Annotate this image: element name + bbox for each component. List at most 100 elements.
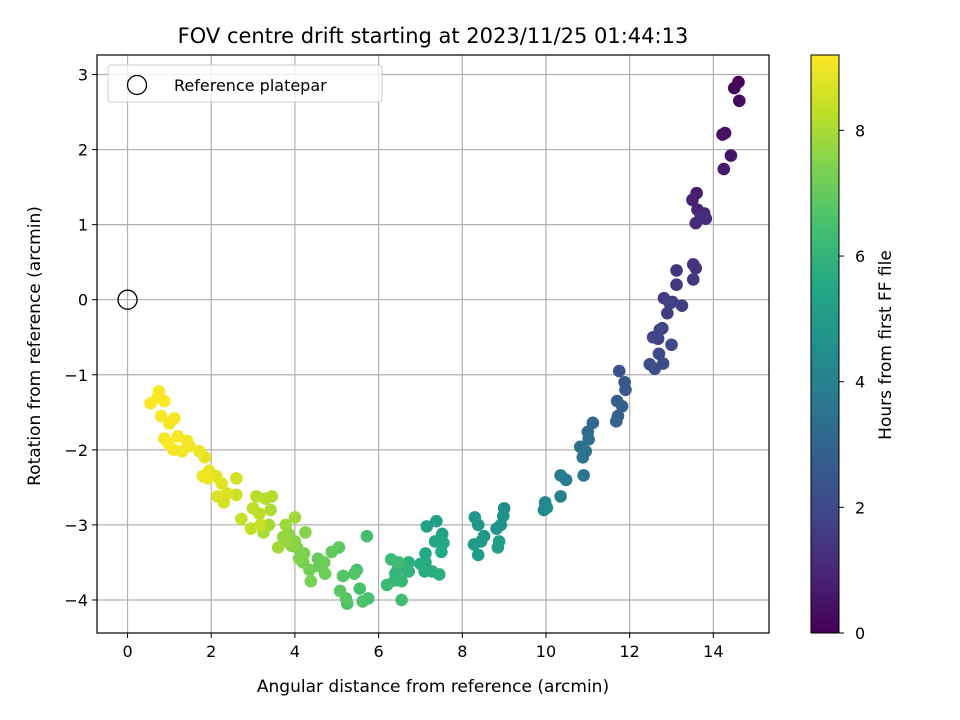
colorbar: 0 2 4 6 8	[810, 54, 865, 643]
data-point	[230, 472, 243, 485]
x-tick-label: 14	[703, 642, 723, 661]
data-point	[612, 364, 626, 378]
data-point	[609, 415, 623, 428]
data-point	[288, 511, 302, 524]
data-point	[333, 584, 347, 598]
data-point	[348, 567, 361, 580]
data-point	[686, 273, 700, 286]
data-point	[471, 548, 485, 562]
data-point	[211, 490, 224, 503]
data-point	[244, 522, 258, 535]
data-point	[732, 94, 746, 108]
chart-title: FOV centre drift starting at 2023/11/25 …	[178, 24, 689, 48]
data-point	[665, 338, 678, 352]
x-tick-label: 12	[619, 642, 639, 661]
data-point	[254, 518, 267, 532]
y-tick-label: −4	[64, 591, 88, 610]
y-tick-label: 3	[78, 66, 88, 85]
data-point	[670, 264, 683, 277]
data-point	[661, 306, 674, 320]
data-point	[615, 400, 629, 413]
data-point	[727, 81, 741, 95]
data-point	[299, 526, 312, 539]
data-point	[663, 297, 677, 310]
data-point	[235, 512, 248, 526]
x-tick-label: 8	[457, 642, 467, 661]
y-tick-label: 1	[78, 216, 88, 235]
data-point	[356, 595, 370, 608]
data-point	[292, 552, 306, 565]
data-point	[360, 529, 374, 543]
data-point	[336, 569, 350, 583]
reference-platepar-marker	[117, 289, 138, 310]
data-point	[430, 514, 443, 528]
data-point	[577, 469, 590, 482]
data-point	[158, 394, 171, 408]
colorbar-tick-label: 6	[855, 247, 865, 266]
data-point	[402, 565, 416, 578]
data-point	[656, 321, 669, 335]
colorbar-tick-label: 2	[855, 498, 865, 517]
data-point	[576, 451, 590, 464]
data-point	[304, 574, 318, 588]
data-point	[724, 149, 738, 162]
data-point	[717, 162, 731, 176]
colorbar-tick-label: 8	[855, 121, 865, 140]
data-point	[392, 556, 405, 569]
data-point	[675, 299, 689, 313]
data-point	[554, 490, 567, 503]
x-tick-label: 6	[374, 642, 384, 661]
data-point	[395, 593, 408, 607]
grid	[97, 55, 769, 633]
data-point	[325, 545, 339, 559]
data-point	[250, 490, 263, 503]
y-tick-label: 2	[78, 141, 88, 160]
data-point	[490, 522, 503, 535]
data-point	[264, 503, 277, 517]
data-point	[467, 538, 481, 551]
data-point	[271, 541, 285, 554]
data-point	[246, 502, 260, 515]
plot-area	[96, 54, 770, 634]
data-point	[420, 520, 434, 533]
y-tick-label: −3	[64, 516, 88, 535]
data-point	[380, 578, 394, 592]
data-point	[540, 501, 554, 514]
colorbar-tick-label: 0	[855, 624, 865, 643]
data-point	[491, 541, 505, 554]
legend-marker-reference	[126, 74, 148, 96]
data-point	[168, 412, 181, 425]
data-point	[279, 518, 293, 532]
data-point	[196, 469, 210, 483]
legend-label-reference: Reference platepar	[174, 76, 327, 95]
data-point	[651, 332, 665, 346]
data-point	[154, 409, 168, 423]
data-point	[689, 261, 703, 275]
data-point	[670, 278, 683, 291]
x-tick-label: 2	[206, 642, 216, 661]
colorbar-gradient	[810, 54, 840, 634]
data-point	[716, 128, 729, 141]
data-point	[318, 567, 332, 580]
data-point	[162, 437, 175, 451]
x-tick-label: 0	[122, 642, 132, 661]
colorbar-label: Hours from first FF file	[876, 250, 896, 440]
data-point	[471, 518, 485, 532]
data-point	[435, 545, 448, 559]
x-axis-label: Angular distance from reference (arcmin)	[257, 677, 609, 697]
y-tick-label: 0	[78, 291, 88, 310]
data-point	[171, 430, 185, 443]
legend-box	[107, 64, 383, 103]
data-point	[276, 530, 290, 544]
data-point	[559, 473, 573, 487]
x-tick-label: 4	[290, 642, 300, 661]
legend: Reference platepar	[107, 64, 383, 103]
data-point	[193, 445, 206, 458]
data-point	[220, 487, 234, 500]
data-point	[353, 582, 367, 596]
data-point	[652, 347, 666, 361]
x-tick-label: 10	[536, 642, 556, 661]
data-point	[694, 209, 708, 222]
